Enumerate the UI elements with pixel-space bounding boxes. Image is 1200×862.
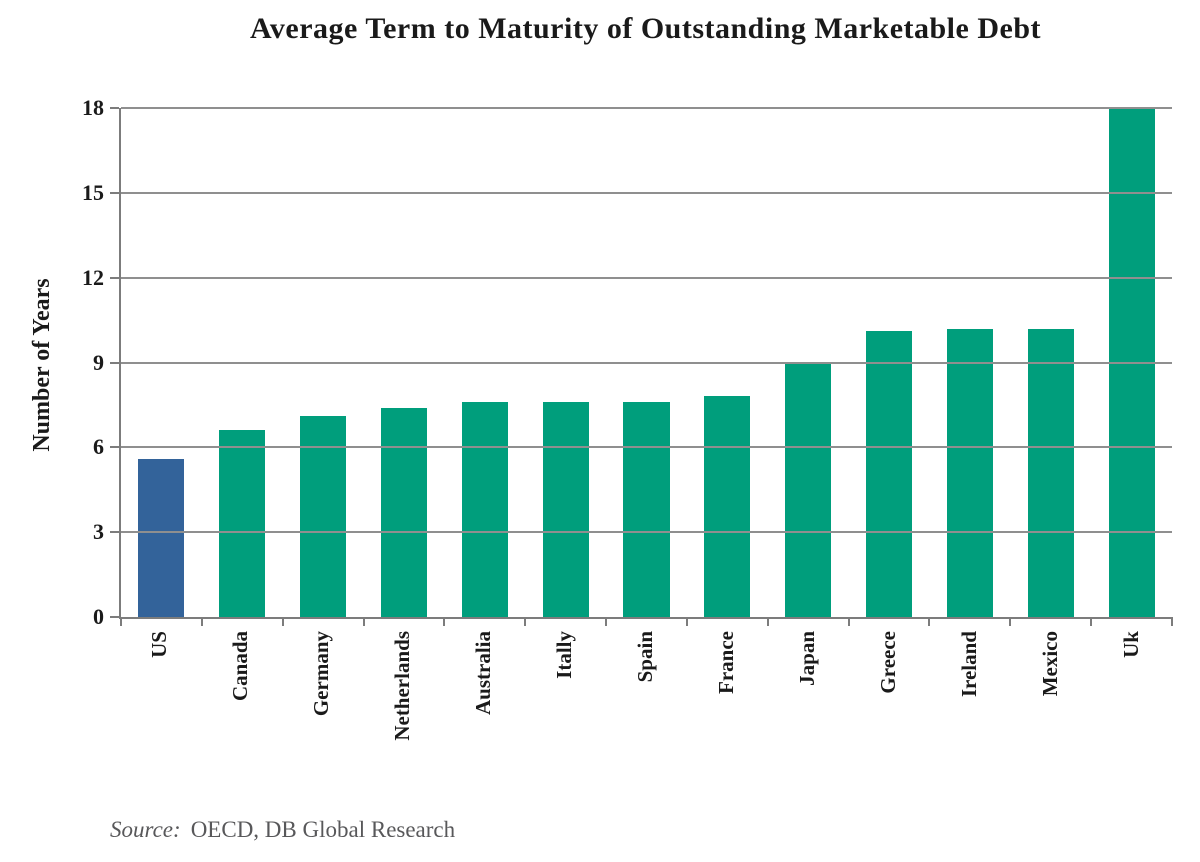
x-tick-8 bbox=[766, 617, 769, 626]
x-label-cell-spain: Spain bbox=[605, 631, 686, 821]
x-tick-13 bbox=[1171, 617, 1173, 626]
x-label-ireland: Ireland bbox=[957, 631, 981, 698]
bar-spain bbox=[623, 402, 670, 617]
x-label-netherlands: Netherlands bbox=[390, 631, 414, 741]
bar-canada bbox=[219, 430, 266, 617]
y-tick-12 bbox=[110, 276, 119, 279]
bar-itally bbox=[542, 402, 589, 617]
bar-us bbox=[138, 458, 185, 617]
x-tick-3 bbox=[362, 617, 365, 626]
gridline-12 bbox=[121, 276, 1172, 279]
x-label-cell-germany: Germany bbox=[281, 631, 362, 821]
x-label-spain: Spain bbox=[633, 631, 657, 683]
x-label-cell-mexico: Mexico bbox=[1010, 631, 1091, 821]
y-tick-label-3: 3 bbox=[93, 519, 104, 545]
y-tick-label-6: 6 bbox=[93, 434, 104, 460]
bar-mexico bbox=[1027, 328, 1074, 617]
x-label-cell-uk: Uk bbox=[1091, 631, 1172, 821]
x-label-france: France bbox=[714, 631, 738, 694]
x-tick-5 bbox=[524, 617, 527, 626]
bar-greece bbox=[865, 331, 913, 617]
y-tick-label-18: 18 bbox=[82, 95, 104, 120]
chart-title: Average Term to Maturity of Outstanding … bbox=[249, 12, 1041, 45]
x-label-australia: Australia bbox=[471, 631, 495, 715]
x-label-canada: Canada bbox=[228, 631, 252, 702]
x-label-itally: Itally bbox=[552, 631, 576, 679]
x-label-japan: Japan bbox=[795, 631, 819, 686]
y-tick-label-15: 15 bbox=[82, 179, 104, 205]
y-tick-9 bbox=[110, 361, 119, 364]
x-label-cell-france: France bbox=[686, 631, 767, 821]
y-tick-15 bbox=[110, 191, 119, 194]
y-tick-18 bbox=[110, 107, 119, 109]
gridline-6 bbox=[121, 446, 1172, 449]
y-tick-0 bbox=[110, 616, 119, 618]
bar-slot-mexico bbox=[1010, 108, 1091, 617]
x-label-cell-itally: Itally bbox=[524, 631, 605, 821]
x-label-cell-ireland: Ireland bbox=[929, 631, 1010, 821]
source-text: OECD, DB Global Research bbox=[190, 817, 456, 842]
bar-slot-australia bbox=[444, 108, 525, 617]
x-label-mexico: Mexico bbox=[1038, 631, 1062, 697]
x-axis-labels: US Canada Germany Netherlands Australia Itall… bbox=[119, 631, 1172, 821]
x-tick-11 bbox=[1009, 617, 1012, 626]
x-label-cell-netherlands: Netherlands bbox=[362, 631, 443, 821]
bar-slot-us bbox=[121, 108, 202, 617]
y-tick-6 bbox=[110, 446, 119, 449]
x-tick-0 bbox=[120, 617, 122, 626]
bar-netherlands bbox=[380, 407, 427, 617]
bar-slot-spain bbox=[606, 108, 687, 617]
gridline-18 bbox=[121, 107, 1172, 109]
y-tick-label-12: 12 bbox=[82, 264, 104, 290]
bar-slot-greece bbox=[849, 108, 930, 617]
y-tick-3 bbox=[110, 531, 119, 534]
gridline-3 bbox=[121, 531, 1172, 534]
x-label-cell-canada: Canada bbox=[200, 631, 281, 821]
x-label-uk: Uk bbox=[1119, 631, 1143, 658]
x-label-us: US bbox=[147, 631, 171, 658]
x-tick-9 bbox=[847, 617, 850, 626]
bar-slot-itally bbox=[525, 108, 606, 617]
source-note: Source: OECD, DB Global Research bbox=[110, 817, 455, 843]
bar-slot-canada bbox=[202, 108, 283, 617]
x-label-cell-us: US bbox=[119, 631, 200, 821]
bar-germany bbox=[300, 416, 347, 617]
x-label-germany: Germany bbox=[309, 631, 333, 717]
gridline-15 bbox=[121, 191, 1172, 194]
plot-area: 0 3 6 9 12 15 18 bbox=[82, 95, 1173, 629]
x-tick-4 bbox=[443, 617, 446, 626]
bar-ireland bbox=[946, 328, 993, 617]
bar-slot-netherlands bbox=[364, 108, 445, 617]
x-label-cell-japan: Japan bbox=[767, 631, 848, 821]
bar-slot-germany bbox=[283, 108, 364, 617]
bar-france bbox=[704, 396, 751, 617]
bar-slot-france bbox=[687, 108, 768, 617]
x-tick-2 bbox=[281, 617, 284, 626]
y-tick-label-9: 9 bbox=[93, 349, 104, 375]
bar-australia bbox=[461, 402, 508, 617]
x-label-cell-greece: Greece bbox=[848, 631, 929, 821]
x-tick-6 bbox=[605, 617, 608, 626]
x-label-greece: Greece bbox=[876, 631, 900, 694]
bar-japan bbox=[785, 362, 832, 617]
x-tick-10 bbox=[928, 617, 931, 626]
y-axis-title: Number of Years bbox=[29, 278, 55, 452]
x-label-cell-australia: Australia bbox=[443, 631, 524, 821]
x-tick-1 bbox=[200, 617, 203, 626]
gridline-9 bbox=[121, 361, 1172, 364]
bar-slot-ireland bbox=[929, 108, 1010, 617]
bar-slot-japan bbox=[768, 108, 849, 617]
y-tick-label-0: 0 bbox=[93, 604, 104, 629]
source-label: Source: bbox=[110, 817, 181, 842]
x-tick-7 bbox=[685, 617, 688, 626]
x-tick-12 bbox=[1090, 617, 1093, 626]
